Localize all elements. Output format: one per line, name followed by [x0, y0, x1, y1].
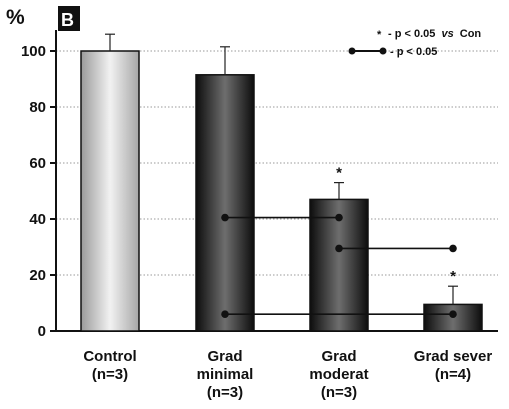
- y-tick-label-0: 0: [38, 323, 46, 340]
- comparison-dot-start-0: [221, 213, 229, 222]
- comparison-dot-end-1: [449, 244, 457, 253]
- bar-1: [195, 74, 255, 332]
- category-labels: Control(n=3)Gradminimal(n=3)Gradmoderat(…: [83, 348, 492, 401]
- panel-label-badge: B: [58, 6, 80, 31]
- legend-line-dot-left: [348, 47, 356, 55]
- y-axis-label: %: [6, 6, 25, 29]
- significance-stars: **: [336, 165, 456, 286]
- y-tick-label-40: 40: [29, 211, 46, 228]
- legend-star-text: - p < 0.05: [388, 28, 435, 40]
- legend-line-dot-right: [379, 47, 387, 55]
- category-label-2-line-1: moderat: [309, 366, 368, 383]
- category-label-1-line-1: minimal: [197, 366, 254, 383]
- category-label-3-line-1: (n=4): [435, 366, 471, 383]
- category-label-1-line-0: Grad: [207, 348, 242, 365]
- bar-0: [80, 50, 140, 332]
- bar-2: [309, 198, 369, 332]
- y-tick-label-20: 20: [29, 267, 46, 284]
- legend-star-italic: vs: [441, 28, 453, 40]
- category-label-3-line-0: Grad sever: [414, 348, 493, 365]
- comparison-dot-start-2: [221, 310, 229, 319]
- legend-star-entry: - p < 0.05 vs Con: [388, 28, 481, 40]
- comparison-dot-end-2: [449, 310, 457, 319]
- category-label-2-line-2: (n=3): [321, 384, 357, 401]
- significance-star-2: *: [336, 165, 342, 182]
- panel-label: B: [61, 10, 74, 30]
- comparison-dot-end-0: [335, 213, 343, 222]
- category-label-2-line-0: Grad: [321, 348, 356, 365]
- error-bars: [105, 33, 458, 305]
- significance-star-3: *: [450, 268, 456, 285]
- y-tick-label-100: 100: [21, 43, 46, 60]
- legend-line-text: - p < 0.05: [390, 46, 437, 58]
- y-axis: 0 20 40 60 80 100: [21, 30, 57, 340]
- y-tick-label-80: 80: [29, 99, 46, 116]
- comparison-brackets: [221, 213, 457, 319]
- bars: [80, 50, 483, 332]
- y-tick-label-60: 60: [29, 155, 46, 172]
- legend-star-symbol: *: [377, 29, 382, 41]
- legend: * - p < 0.05 vs Con - p < 0.05: [348, 28, 481, 58]
- panel-label-background: [58, 6, 80, 31]
- category-label-0-line-0: Control: [83, 348, 136, 365]
- category-label-1-line-2: (n=3): [207, 384, 243, 401]
- legend-star-suffix: Con: [460, 28, 482, 40]
- comparison-dot-start-1: [335, 244, 343, 253]
- category-label-0-line-1: (n=3): [92, 366, 128, 383]
